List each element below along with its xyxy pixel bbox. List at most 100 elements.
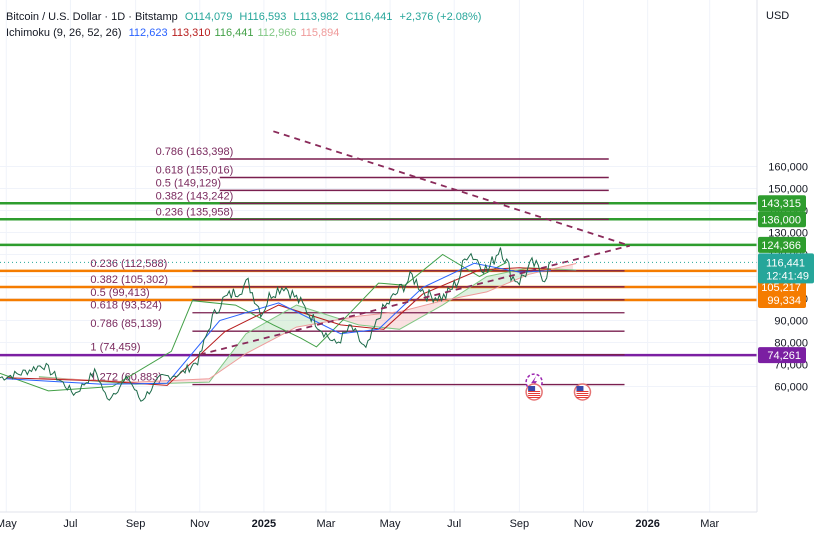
cloud-segment	[505, 271, 510, 284]
symbol-row: Bitcoin / U.S. Dollar · 1D · Bitstamp O1…	[6, 9, 485, 25]
cloud-segment	[202, 378, 208, 383]
cloud-segment	[358, 315, 363, 326]
fib-extension-label: 0.236 (135,958)	[156, 206, 234, 218]
fib-extension-label: 0.618 (155,016)	[156, 164, 234, 176]
cloud-segment	[181, 379, 187, 383]
cloud-segment	[223, 357, 229, 369]
fib-retracement-label: 0.618 (93,524)	[90, 300, 162, 312]
cloud-segment	[194, 379, 199, 383]
svg-text:74,261: 74,261	[767, 350, 801, 362]
cloud-segment	[190, 379, 195, 383]
cloud-segment	[375, 313, 380, 328]
x-tick-label: May	[380, 518, 401, 530]
ohlc-high: H116,593	[239, 11, 287, 23]
cloud-segment	[480, 277, 485, 294]
ohlc-low: L113,982	[293, 11, 339, 23]
us-flag-icon[interactable]	[525, 383, 543, 401]
indicator-row: Ichimoku (9, 26, 52, 26) 112,623 113,310 1…	[6, 25, 485, 41]
x-tick-label: Jul	[447, 518, 461, 530]
price-tag: 143,315	[758, 195, 806, 212]
svg-text:105,217: 105,217	[761, 282, 801, 294]
cloud-segment	[421, 304, 426, 317]
x-tick-label: Mar	[316, 518, 335, 530]
fib-extension-label: 0.786 (163,398)	[156, 146, 234, 158]
cloud-segment	[514, 269, 519, 281]
cloud-segment	[400, 310, 405, 329]
cloud-segment	[383, 312, 388, 329]
fib-retracement-label: 0.236 (112,588)	[90, 258, 167, 270]
cloud-segment	[240, 335, 245, 358]
x-tick-label: Sep	[510, 518, 530, 530]
ichimoku-value: 115,894	[300, 27, 340, 39]
cloud-segment	[425, 303, 431, 315]
ichimoku-value: 116,441	[214, 27, 254, 39]
indicator-title[interactable]: Ichimoku (9, 26, 52, 26)	[6, 27, 122, 39]
y-tick-label: 130,000	[768, 228, 808, 240]
cloud-segment	[287, 308, 292, 333]
symbol-title[interactable]: Bitcoin / U.S. Dollar · 1D · Bitstamp	[6, 11, 178, 23]
x-tick-label: Jul	[63, 518, 77, 530]
chikou-line	[0, 253, 507, 392]
cloud-segment	[350, 316, 355, 324]
cloud-segment	[261, 322, 267, 346]
y-tick-label: 60,000	[774, 382, 808, 394]
chart-legend: Bitcoin / U.S. Dollar · 1D · Bitstamp O1…	[6, 9, 485, 41]
y-tick-label: 90,000	[774, 316, 808, 328]
fib-retracement-label: 1 (74,459)	[90, 342, 140, 354]
trendline-ascending[interactable]	[199, 244, 631, 356]
x-tick-label: Mar	[700, 518, 719, 530]
cloud-segment	[354, 316, 359, 325]
x-tick-label: Sep	[126, 518, 146, 530]
ohlc-close: C116,441	[345, 11, 393, 23]
cloud-segment	[320, 312, 325, 323]
cloud-segment	[177, 380, 182, 384]
cloud-segment	[392, 312, 397, 329]
cloud-segment	[404, 309, 409, 327]
cloud-segment	[501, 272, 506, 286]
fib-extension-label: 0.382 (143,242)	[156, 190, 234, 202]
cloud-segment	[413, 307, 418, 322]
price-tag: 74,261	[758, 347, 806, 364]
svg-text:12:41:49: 12:41:49	[766, 270, 809, 282]
cloud-segment	[362, 315, 367, 326]
fib-tool[interactable]: 0.786 (163,398) 0.618 (155,016)0.5 (149,1…	[90, 146, 625, 386]
cloud-segment	[257, 324, 262, 348]
x-tick-label: 2025	[252, 518, 276, 530]
grid	[0, 0, 757, 512]
ohlc-change: +2,376 (+2.08%)	[399, 11, 482, 23]
fib-retracement-label: 0.382 (105,302)	[90, 274, 168, 286]
time-axis[interactable]: May Jul Sep Nov 2025 Mar May Jul Sep Nov 2026 Mar	[0, 511, 757, 541]
ichimoku-value: 112,966	[257, 27, 297, 39]
cloud-segment	[463, 288, 468, 297]
cloud-segment	[387, 312, 393, 329]
trendline-descending[interactable]	[273, 130, 631, 247]
cloud-segment	[371, 314, 376, 327]
svg-text:124,366: 124,366	[761, 240, 801, 252]
cloud-segment	[396, 311, 401, 329]
svg-text:136,000: 136,000	[761, 214, 801, 226]
cloud-segment	[488, 275, 494, 292]
cloud-segment	[249, 329, 254, 352]
price-axis[interactable]: USD60,00070,00080,00090,000100,000110,00…	[756, 0, 820, 541]
cloud-segment	[493, 274, 498, 290]
ichimoku-values: 112,623 113,310 116,441 112,966 115,894	[129, 27, 344, 39]
x-tick-label: 2026	[635, 518, 659, 530]
cloud-segment	[484, 276, 489, 293]
cloud-segment	[497, 273, 502, 288]
senkou-a-line	[38, 267, 577, 385]
cloud-segment	[459, 291, 464, 298]
cloud-segment	[568, 264, 574, 270]
cloud-segment	[366, 314, 372, 327]
us-flag-icon[interactable]	[573, 383, 592, 401]
y-tick-label: 150,000	[768, 184, 808, 196]
svg-text:99,334: 99,334	[767, 295, 801, 307]
cloud-segment	[253, 327, 258, 350]
svg-text:116,441: 116,441	[766, 257, 805, 269]
fib-retracement-label: 0.5 (99,413)	[90, 287, 149, 299]
price-tag: 99,334	[758, 291, 806, 308]
ichimoku-cloud	[38, 264, 574, 385]
ohlc-open: O114,079	[184, 11, 233, 23]
cloud-segment	[198, 379, 203, 383]
